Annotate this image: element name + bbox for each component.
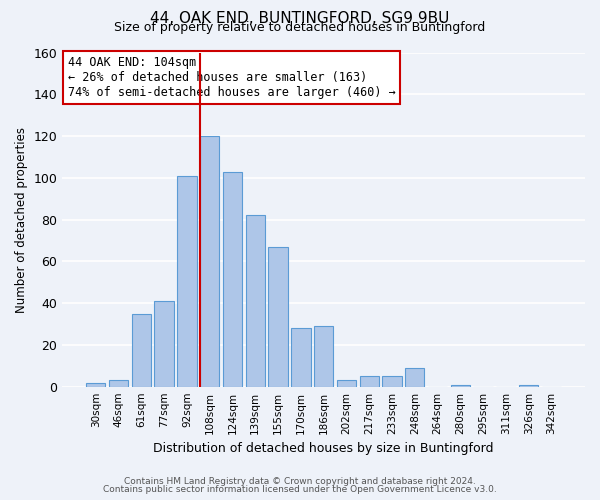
Text: 44, OAK END, BUNTINGFORD, SG9 9BU: 44, OAK END, BUNTINGFORD, SG9 9BU [151, 11, 449, 26]
Bar [519, 384, 538, 386]
Bar [177, 176, 197, 386]
Bar [337, 380, 356, 386]
Y-axis label: Number of detached properties: Number of detached properties [15, 126, 28, 312]
Text: Size of property relative to detached houses in Buntingford: Size of property relative to detached ho… [115, 21, 485, 34]
Bar [109, 380, 128, 386]
X-axis label: Distribution of detached houses by size in Buntingford: Distribution of detached houses by size … [154, 442, 494, 455]
Bar [405, 368, 424, 386]
Bar [245, 216, 265, 386]
Bar [268, 246, 288, 386]
Text: Contains public sector information licensed under the Open Government Licence v3: Contains public sector information licen… [103, 485, 497, 494]
Bar [131, 314, 151, 386]
Bar [86, 382, 106, 386]
Text: Contains HM Land Registry data © Crown copyright and database right 2024.: Contains HM Land Registry data © Crown c… [124, 477, 476, 486]
Text: 44 OAK END: 104sqm
← 26% of detached houses are smaller (163)
74% of semi-detach: 44 OAK END: 104sqm ← 26% of detached hou… [68, 56, 395, 99]
Bar [359, 376, 379, 386]
Bar [200, 136, 220, 386]
Bar [223, 172, 242, 386]
Bar [291, 328, 311, 386]
Bar [382, 376, 402, 386]
Bar [451, 384, 470, 386]
Bar [154, 301, 174, 386]
Bar [314, 326, 334, 386]
